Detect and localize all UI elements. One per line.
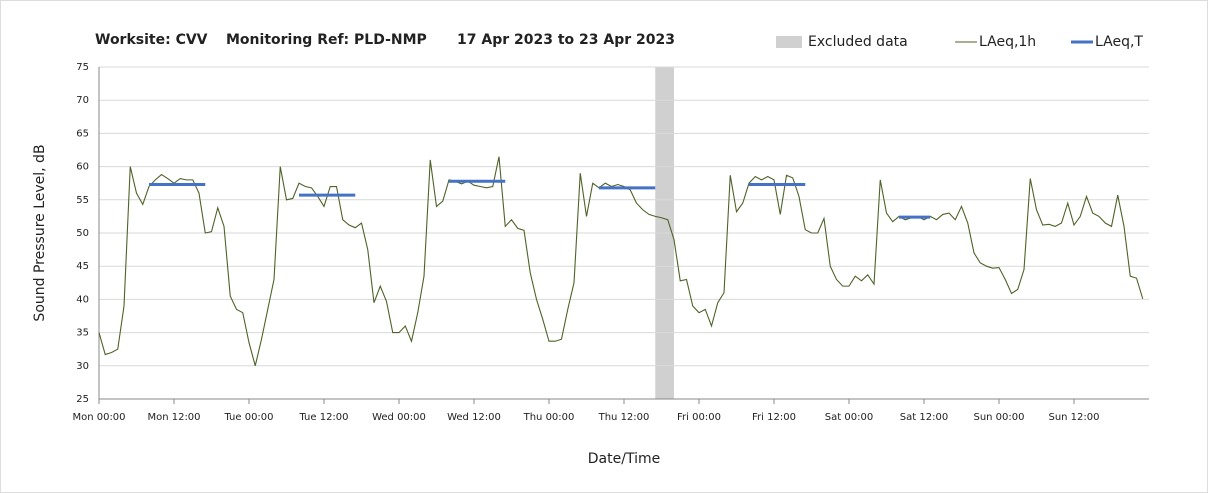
y-tick-label: 75 (76, 62, 89, 73)
legend-label: LAeq,1h (979, 34, 1036, 50)
data-line (98, 156, 1144, 366)
y-tick-label: 30 (76, 361, 89, 372)
x-tick-label: Thu 12:00 (598, 412, 650, 423)
x-tick-label: Fri 12:00 (752, 412, 796, 423)
data-line (149, 179, 931, 219)
legend-label: LAeq,T (1095, 34, 1143, 50)
title-worksite: Worksite: CVV (95, 32, 208, 48)
y-tick-label: 35 (76, 328, 89, 339)
y-tick-label: 50 (76, 228, 89, 239)
x-tick-label: Mon 00:00 (72, 412, 125, 423)
y-axis-label: Sound Pressure Level, dB (32, 144, 48, 321)
x-tick-label: Fri 00:00 (677, 412, 721, 423)
title-dates: 17 Apr 2023 to 23 Apr 2023 (457, 32, 675, 48)
y-tick-label: 45 (76, 261, 89, 272)
x-axis-label: Date/Time (588, 451, 660, 467)
x-tick-label: Wed 12:00 (447, 412, 501, 423)
title-ref: Monitoring Ref: PLD-NMP (226, 32, 427, 48)
x-tick-label: Mon 12:00 (147, 412, 200, 423)
x-tick-label: Tue 12:00 (298, 412, 348, 423)
y-tick-label: 70 (76, 95, 89, 106)
x-tick-label: Sat 12:00 (900, 412, 948, 423)
y-tick-label: 55 (76, 195, 89, 206)
x-tick-label: Thu 00:00 (523, 412, 575, 423)
y-tick-label: 40 (76, 294, 89, 305)
x-tick-label: Sun 12:00 (1048, 412, 1099, 423)
y-tick-label: 25 (76, 394, 89, 405)
legend-swatch (776, 36, 802, 48)
x-tick-label: Sun 00:00 (973, 412, 1024, 423)
legend-label: Excluded data (808, 34, 908, 50)
x-tick-label: Sat 00:00 (825, 412, 873, 423)
y-tick-label: 65 (76, 128, 89, 139)
x-tick-label: Tue 00:00 (223, 412, 273, 423)
x-tick-label: Wed 00:00 (372, 412, 426, 423)
y-tick-label: 60 (76, 162, 89, 173)
